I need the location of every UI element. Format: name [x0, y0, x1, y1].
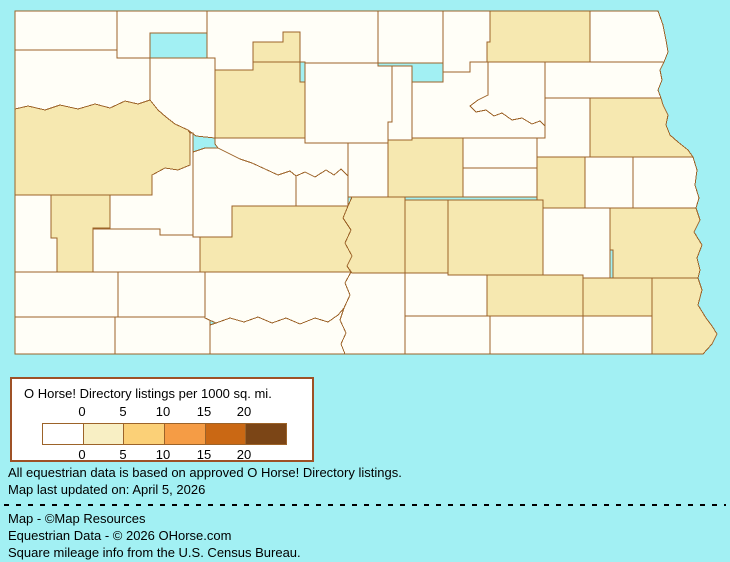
footer-notes: All equestrian data is based on approved…	[4, 465, 730, 562]
legend-tick-top-15: 15	[196, 404, 212, 419]
county-ramsey	[469, 61, 546, 128]
county-cass	[609, 207, 703, 279]
county-steele	[584, 156, 634, 209]
county-oliver	[295, 168, 349, 207]
county-lamoure	[486, 274, 584, 317]
legend-title: O Horse! Directory listings per 1000 sq.…	[24, 386, 272, 401]
legend-tick-top-5: 5	[119, 404, 127, 419]
equestrian-data-credit: Equestrian Data - © 2026 OHorse.com	[8, 528, 232, 543]
ramp-cell-2	[83, 424, 125, 444]
county-griggs	[536, 156, 586, 209]
north-dakota-county-map	[14, 10, 718, 355]
ramp-cell-1	[43, 424, 84, 444]
county-pembina	[589, 10, 669, 63]
map-credit: Map - ©Map Resources	[8, 511, 146, 526]
legend-box: O Horse! Directory listings per 1000 sq.…	[10, 377, 314, 462]
county-foster	[462, 167, 538, 198]
county-wells	[387, 137, 464, 198]
legend-tick-bottom-5: 5	[119, 447, 127, 462]
legend-tick-top-20: 20	[236, 404, 252, 419]
legend-tick-top-10: 10	[155, 404, 171, 419]
county-slope	[14, 271, 119, 318]
county-adams	[114, 316, 211, 355]
county-grant	[204, 271, 352, 325]
legend-tick-bottom-10: 10	[155, 447, 171, 462]
ramp-cell-5	[205, 424, 247, 444]
county-kidder	[404, 199, 449, 274]
census-credit: Square mileage info from the U.S. Census…	[8, 545, 301, 560]
county-emmons	[339, 271, 406, 355]
county-divide	[14, 10, 118, 51]
county-traill	[632, 156, 700, 209]
county-bowman	[14, 316, 116, 355]
county-rolette	[377, 10, 444, 64]
county-pierce	[387, 65, 413, 141]
county-ransom	[582, 277, 653, 317]
county-walsh	[544, 61, 665, 99]
county-stutsman	[447, 199, 544, 276]
county-grand-forks	[589, 97, 694, 158]
legend-tick-bottom-0: 0	[78, 447, 86, 462]
county-mckenzie	[14, 99, 191, 196]
county-eddy	[462, 137, 538, 169]
county-barnes	[542, 207, 611, 279]
county-cavalier	[486, 10, 591, 63]
legend-tick-bottom-15: 15	[196, 447, 212, 462]
county-sheridan	[347, 142, 389, 198]
county-dickey	[489, 315, 584, 355]
county-logan	[404, 272, 488, 317]
state-outline	[14, 10, 718, 355]
county-ward	[214, 61, 306, 139]
county-nelson	[536, 97, 591, 158]
last-updated-note: Map last updated on: April 5, 2026	[8, 482, 206, 497]
county-stark	[92, 228, 201, 273]
legend-tick-bottom-20: 20	[236, 447, 252, 462]
county-burleigh	[342, 196, 406, 274]
county-billings	[50, 194, 111, 273]
ramp-cell-3	[124, 424, 166, 444]
county-hettinger	[117, 271, 206, 318]
county-williams	[14, 49, 151, 111]
county-richland	[651, 277, 718, 355]
county-sargent	[582, 315, 653, 355]
legend-tick-top-0: 0	[78, 404, 86, 419]
county-mchenry	[304, 62, 393, 144]
dashed-separator	[4, 504, 726, 506]
county-burke	[116, 10, 208, 59]
ramp-cell-6	[246, 424, 287, 444]
legend-color-ramp	[42, 423, 287, 445]
county-mcintosh	[404, 315, 491, 355]
ramp-cell-4	[165, 424, 206, 444]
data-source-note: All equestrian data is based on approved…	[8, 465, 402, 480]
